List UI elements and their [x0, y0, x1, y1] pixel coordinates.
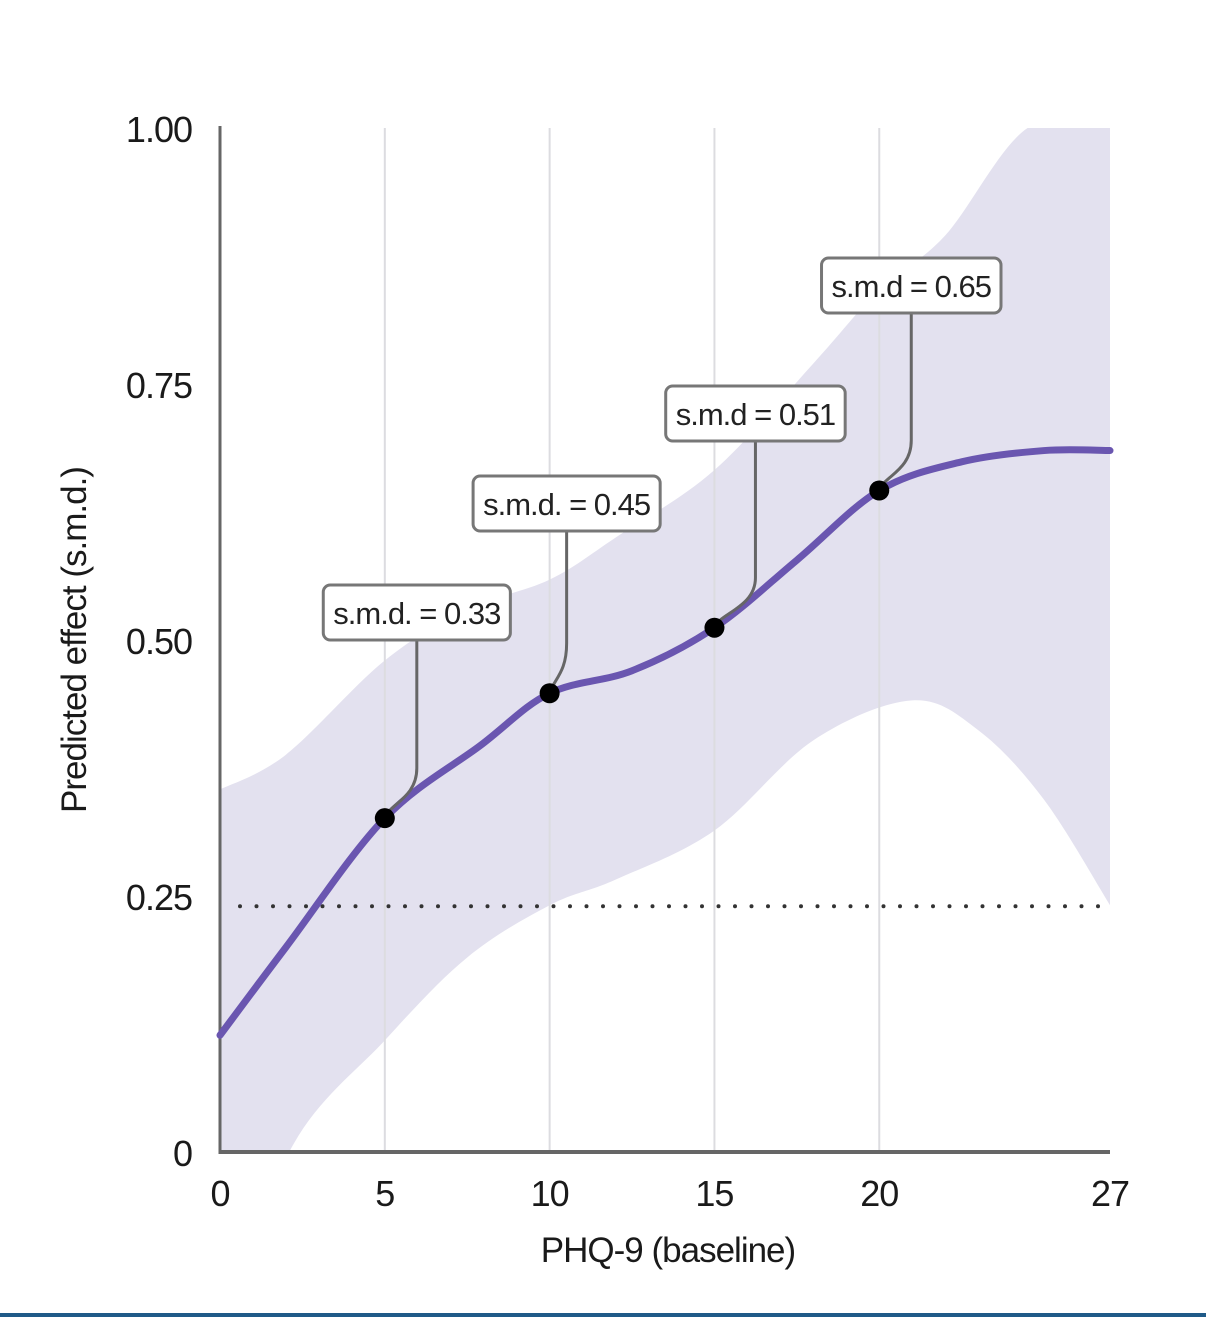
annotation-box	[664, 384, 847, 443]
annotation-box	[471, 474, 662, 533]
y-axis-label: Predicted effect (s.m.d.)	[55, 467, 94, 813]
x-tick-label: 20	[860, 1173, 898, 1214]
bottom-rule	[0, 1313, 1206, 1317]
annotation-box	[321, 583, 512, 642]
series-line	[216, 446, 1114, 1039]
y-tick-label: 1.00	[126, 109, 192, 150]
y-tick-label: 0.50	[126, 621, 192, 662]
data-point	[704, 617, 725, 638]
x-tick-label: 27	[1091, 1173, 1129, 1214]
y-tick-label: 0	[173, 1133, 192, 1174]
data-point	[374, 808, 395, 829]
confidence-band	[220, 128, 1110, 1152]
annotation-label: s.m.d. = 0.45	[483, 487, 650, 522]
annotation-box	[820, 256, 1003, 315]
annotation-label: s.m.d. = 0.33	[333, 596, 500, 631]
y-tick-label: 0.75	[126, 365, 192, 406]
data-point	[869, 480, 890, 501]
annotation-label: s.m.d = 0.65	[832, 269, 991, 304]
x-axis-label: PHQ-9 (baseline)	[541, 1231, 795, 1270]
x-tick-label: 5	[375, 1173, 394, 1214]
data-point	[539, 683, 560, 704]
annotation-label: s.m.d = 0.51	[676, 397, 835, 432]
x-tick-label: 10	[531, 1173, 569, 1214]
x-tick-label: 15	[695, 1173, 733, 1214]
x-tick-label: 0	[210, 1173, 229, 1214]
y-tick-label: 0.25	[126, 877, 192, 918]
